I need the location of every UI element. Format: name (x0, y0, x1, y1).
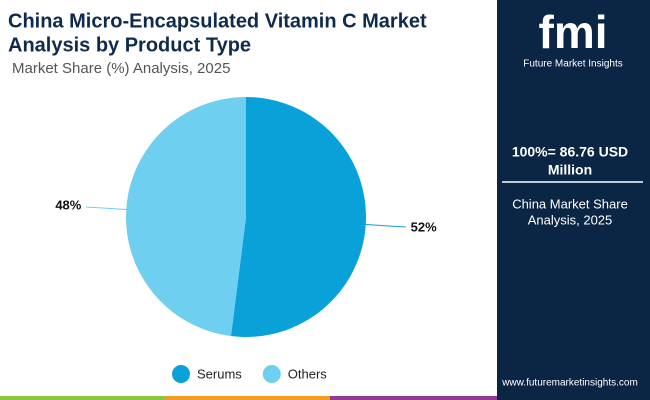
sidebar (497, 0, 650, 400)
legend-label: Serums (197, 366, 242, 381)
total-label: 100%= 86.76 USD (512, 144, 628, 160)
legend-label: Others (288, 366, 328, 381)
pie-slice (230, 97, 366, 337)
legend-swatch (262, 365, 281, 383)
pie-slice (125, 97, 246, 337)
footer-strip (330, 396, 497, 400)
chart-title: China Micro-Encapsulated Vitamin C Marke… (8, 10, 427, 32)
website: www.futuremarketinsights.com (501, 378, 638, 389)
footer-strip (0, 396, 165, 400)
total-label: Million (548, 162, 592, 178)
data-label: 52% (411, 220, 437, 235)
brand: Future Market Insights (523, 59, 622, 70)
legend-swatch (172, 365, 190, 383)
note: China Market Share (512, 196, 628, 211)
logo: fmi (539, 6, 608, 58)
leader-line (86, 206, 129, 211)
chart-title: Analysis by Product Type (8, 34, 251, 56)
data-label: 48% (55, 197, 81, 212)
footer-strip (165, 396, 330, 400)
note: Analysis, 2025 (528, 212, 613, 227)
leader-line (363, 223, 406, 228)
chart-subtitle: Market Share (%) Analysis, 2025 (12, 60, 230, 77)
